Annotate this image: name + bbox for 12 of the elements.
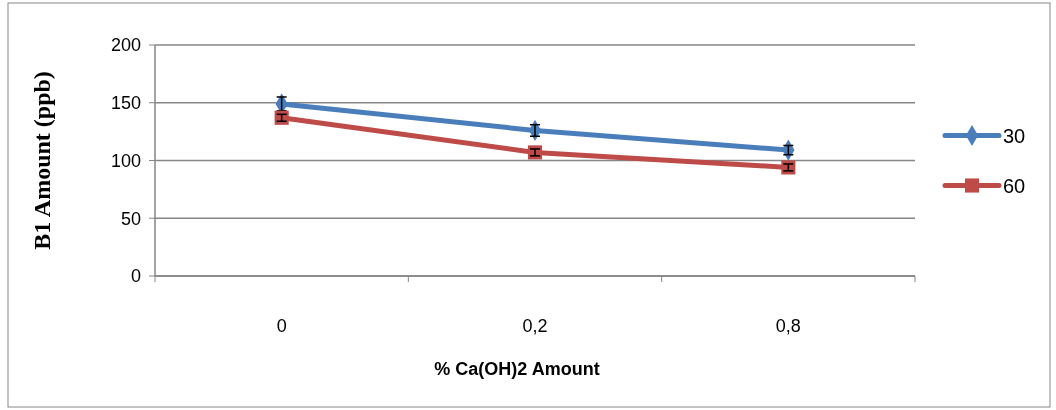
y-axis-title: B1 Amount (ppb): [29, 71, 55, 250]
legend-label: 60: [1003, 174, 1026, 197]
y-tick-label: 200: [110, 35, 141, 56]
x-tick-label: 0,2: [522, 316, 548, 336]
y-tick-label: 0: [130, 266, 141, 287]
x-tick-label: 0: [276, 316, 287, 336]
y-tick-label: 50: [120, 208, 141, 229]
y-tick-label: 150: [110, 93, 141, 114]
legend-label: 30: [1003, 124, 1026, 147]
x-tick-label: 0,8: [775, 316, 801, 336]
y-tick-label: 100: [110, 150, 141, 171]
x-axis-title: % Ca(OH)2 Amount: [434, 359, 600, 379]
